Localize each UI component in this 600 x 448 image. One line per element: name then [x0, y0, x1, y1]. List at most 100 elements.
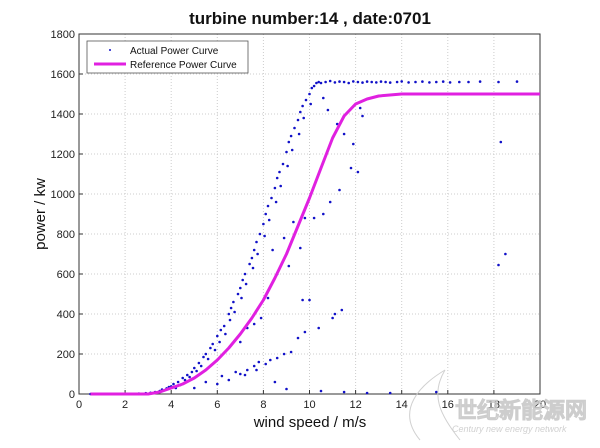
data-point [296, 118, 300, 122]
data-point [216, 382, 219, 386]
data-point [338, 80, 341, 83]
y-tick-label: 1600 [51, 69, 75, 81]
y-tick-label: 0 [69, 389, 75, 401]
data-point [347, 81, 351, 85]
data-point [333, 81, 337, 84]
chart-title: turbine number:14 , date:0701 [189, 9, 431, 28]
data-point [273, 380, 277, 384]
data-point [269, 358, 272, 362]
data-point [206, 357, 210, 361]
data-point [227, 312, 231, 316]
data-point [243, 272, 247, 276]
data-point [365, 391, 369, 395]
grid [79, 34, 540, 394]
data-point [275, 356, 279, 360]
data-point [458, 80, 461, 84]
data-point [317, 80, 321, 84]
data-point [478, 80, 482, 83]
data-point [297, 132, 301, 136]
data-point [421, 80, 424, 83]
data-point [338, 188, 341, 192]
data-point [370, 80, 374, 84]
data-point [266, 204, 270, 208]
data-point [188, 375, 191, 379]
x-tick-label: 0 [76, 399, 82, 411]
data-point [349, 166, 353, 170]
data-point [379, 80, 383, 83]
data-point [282, 352, 286, 356]
data-point [186, 373, 189, 377]
data-point [285, 150, 288, 154]
data-point [199, 364, 203, 368]
data-point [322, 96, 325, 100]
data-point [227, 378, 231, 382]
x-tick-label: 18 [488, 399, 500, 411]
data-point [209, 346, 212, 350]
data-point [299, 246, 302, 250]
data-point [358, 106, 362, 110]
data-point [252, 364, 256, 368]
data-point [435, 80, 438, 84]
data-point [515, 80, 519, 83]
data-point [204, 380, 208, 384]
data-point [197, 361, 201, 365]
x-tick-label: 14 [396, 399, 408, 411]
y-tick-label: 1400 [51, 109, 75, 121]
data-point [234, 370, 237, 374]
data-point [181, 376, 184, 380]
data-point [289, 350, 293, 354]
x-tick-label: 2 [122, 399, 128, 411]
data-point [281, 162, 285, 166]
data-point [266, 296, 270, 300]
y-axis-label: power / kw [32, 178, 49, 250]
y-axis: 0 200 400 600 800 1000 1200 1400 1600 1800 [51, 29, 83, 401]
data-point [331, 316, 334, 320]
data-point [289, 134, 293, 138]
y-tick-label: 200 [57, 349, 75, 361]
data-point [308, 92, 311, 96]
data-point [270, 196, 273, 200]
data-point [309, 102, 313, 106]
data-point [326, 108, 330, 112]
watermark-logo-icon [409, 369, 461, 441]
data-point [312, 216, 316, 220]
data-point [241, 278, 244, 282]
data-point [220, 374, 224, 378]
data-point [255, 368, 258, 372]
data-point [255, 240, 258, 244]
data-point [352, 80, 355, 83]
data-point [278, 170, 281, 174]
data-point [340, 308, 344, 312]
data-point [324, 80, 327, 84]
data-point [303, 330, 307, 334]
legend-label-reference: Reference Power Curve [130, 60, 237, 71]
data-point [264, 362, 268, 366]
data-point [267, 218, 271, 222]
reference-power-curve [90, 92, 540, 396]
data-point [233, 310, 236, 314]
data-point [310, 86, 314, 90]
data-point [388, 81, 392, 84]
y-tick-label: 600 [57, 269, 75, 281]
y-tick-label: 1200 [51, 149, 75, 161]
x-tick-label: 8 [260, 399, 266, 411]
data-point [259, 316, 263, 320]
data-point [301, 298, 304, 302]
legend: Actual Power Curve Reference Power Curve [86, 40, 249, 74]
data-point [282, 236, 286, 240]
data-point [236, 292, 240, 296]
data-point [229, 306, 233, 310]
data-point [193, 386, 196, 390]
y-tick-label: 1800 [51, 29, 75, 41]
data-point [395, 80, 399, 84]
data-point [216, 334, 219, 338]
data-point [271, 248, 274, 252]
data-point [400, 80, 404, 83]
data-point [407, 81, 410, 84]
data-point [252, 322, 256, 326]
data-point [287, 140, 291, 144]
x-axis-label: wind speed / m/s [253, 414, 367, 431]
data-point [240, 296, 243, 300]
data-point [228, 318, 232, 322]
